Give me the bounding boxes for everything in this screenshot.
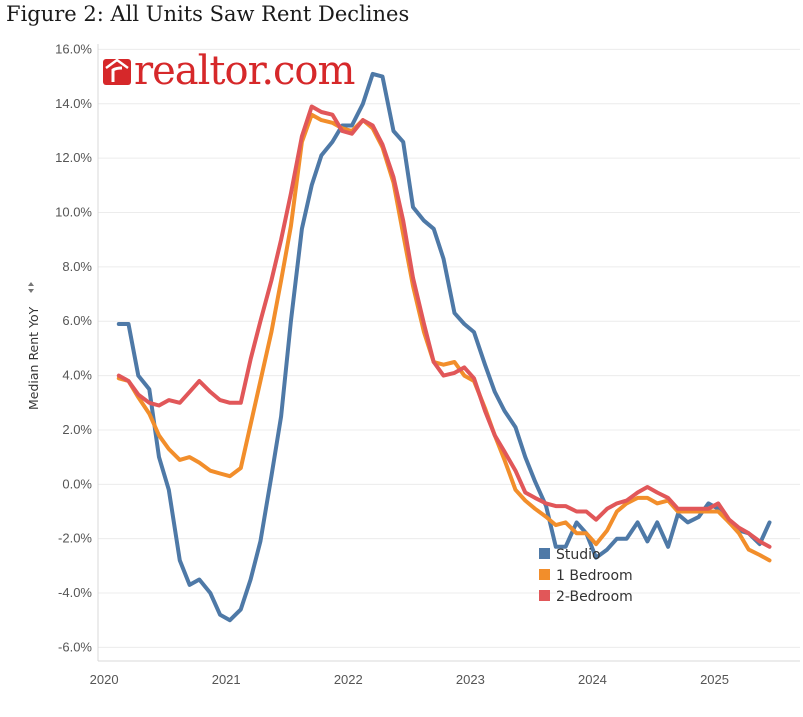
- y-tick-label: 12.0%: [55, 150, 92, 165]
- y-tick-label: 10.0%: [55, 205, 92, 220]
- figure-title: Figure 2: All Units Saw Rent Declines: [6, 2, 410, 26]
- x-axis-ticks: 2020 2021 2022 2023 2024 2025: [90, 672, 729, 687]
- legend-swatch: [539, 548, 550, 559]
- y-tick-label: 8.0%: [62, 259, 92, 274]
- gridlines: [98, 48, 800, 648]
- x-tick-label: 2025: [700, 672, 729, 687]
- x-tick-label: 2021: [212, 672, 241, 687]
- legend-label: 1 Bedroom: [556, 568, 633, 584]
- y-tick-label: 0.0%: [62, 476, 92, 491]
- legend-label: Studio: [556, 547, 601, 563]
- legend-swatch: [539, 569, 550, 580]
- chart-series: [116, 71, 772, 623]
- y-tick-label: 2.0%: [62, 422, 92, 437]
- y-tick-label: -6.0%: [58, 639, 92, 654]
- chart-axes: [97, 44, 800, 662]
- y-tick-label: 16.0%: [55, 41, 92, 56]
- x-tick-label: 2023: [456, 672, 485, 687]
- y-tick-label: -2.0%: [58, 531, 92, 546]
- y-axis-label: Median Rent YoY: [26, 306, 41, 410]
- realtor-logo: realtor.com: [103, 48, 356, 94]
- logo-text: realtor.com: [134, 48, 355, 94]
- legend: Studio 1 Bedroom 2-Bedroom: [539, 547, 633, 605]
- logo-mark-icon: [103, 59, 131, 85]
- legend-label: 2-Bedroom: [556, 589, 633, 605]
- y-tick-label: 4.0%: [62, 368, 92, 383]
- y-axis-ticks: 16.0% 14.0% 12.0% 10.0% 8.0% 6.0% 4.0% 2.0% 0.0%…: [55, 41, 92, 654]
- y-tick-label: -4.0%: [58, 585, 92, 600]
- series-line-studio: [116, 71, 772, 623]
- legend-swatch: [539, 590, 550, 601]
- x-tick-label: 2020: [90, 672, 119, 687]
- y-tick-label: 6.0%: [62, 313, 92, 328]
- x-tick-label: 2024: [578, 672, 607, 687]
- y-tick-label: 14.0%: [55, 96, 92, 111]
- sort-icon[interactable]: [28, 282, 34, 293]
- series-line-1-bedroom: [116, 112, 772, 563]
- series-line-2-bedroom: [116, 104, 772, 549]
- x-tick-label: 2022: [334, 672, 363, 687]
